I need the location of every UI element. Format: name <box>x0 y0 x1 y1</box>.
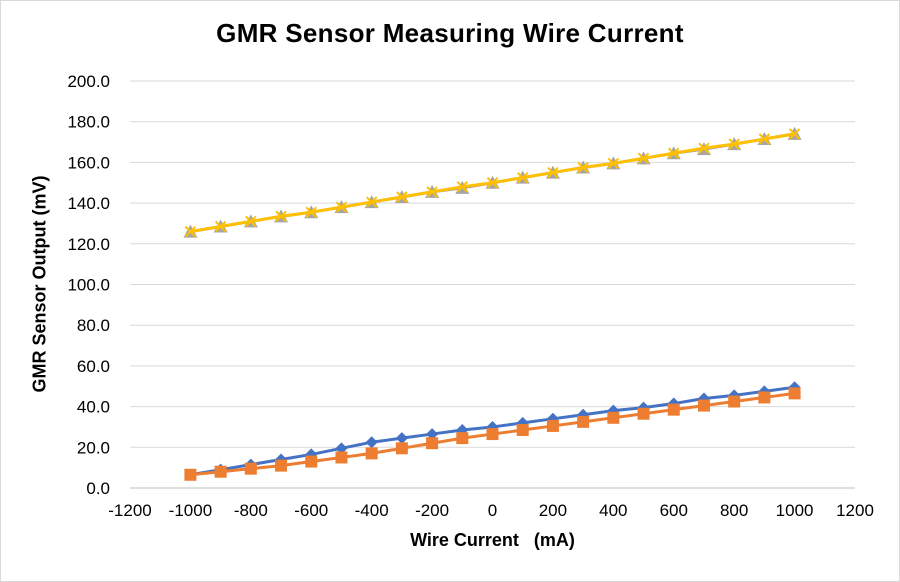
x-tick-label: -800 <box>234 501 268 520</box>
data-point <box>637 152 650 165</box>
y-tick-label: 200.0 <box>67 72 110 91</box>
data-point <box>335 451 348 464</box>
x-tick-label: 200 <box>539 501 567 520</box>
data-point <box>607 411 620 424</box>
x-tick-label: 600 <box>660 501 688 520</box>
x-tick-label: -200 <box>415 501 449 520</box>
x-tick-label: -400 <box>355 501 389 520</box>
data-point <box>426 186 438 198</box>
y-tick-label: 160.0 <box>67 153 110 172</box>
y-tick-label: 140.0 <box>67 194 110 213</box>
x-tick-label: -600 <box>294 501 328 520</box>
data-point <box>668 147 680 159</box>
data-point <box>456 181 468 193</box>
y-tick-label: 40.0 <box>77 398 110 417</box>
y-tick-label: 100.0 <box>67 276 110 295</box>
x-tick-label: 400 <box>599 501 627 520</box>
y-tick-label: 0.0 <box>86 479 110 498</box>
x-tick-label: 1200 <box>836 501 874 520</box>
data-point <box>456 432 469 445</box>
data-point <box>607 157 620 170</box>
data-point <box>728 395 741 408</box>
y-tick-label: 80.0 <box>77 316 110 335</box>
series-2 <box>184 387 801 481</box>
y-tick-label: 180.0 <box>67 113 110 132</box>
data-point <box>667 403 680 416</box>
data-point <box>214 465 227 478</box>
x-tick-label: -1000 <box>169 501 212 520</box>
data-point <box>758 391 771 404</box>
data-point <box>305 455 318 468</box>
x-tick-label: 800 <box>720 501 748 520</box>
data-point <box>275 210 287 223</box>
data-point <box>577 415 590 428</box>
data-point <box>698 142 710 154</box>
data-point <box>365 196 378 208</box>
x-tick-label: -1200 <box>108 501 151 520</box>
series-4 <box>184 128 801 238</box>
data-point <box>486 428 499 441</box>
data-point <box>697 399 710 412</box>
data-point <box>577 161 589 174</box>
data-point <box>395 432 408 445</box>
data-point <box>728 138 740 150</box>
data-point <box>365 447 378 460</box>
data-point <box>184 468 197 481</box>
x-axis-label: Wire Current (mA) <box>410 530 575 550</box>
chart-title: GMR Sensor Measuring Wire Current <box>216 18 684 48</box>
data-point <box>365 436 378 449</box>
tick-labels: 0.0 20.0 40.0 60.0 80.0 100.0 120.0 140.0 160.0 1… <box>67 72 873 520</box>
data-point <box>547 166 559 179</box>
data-point <box>184 225 197 238</box>
data-point <box>335 201 348 213</box>
data-point <box>305 206 317 218</box>
data-point <box>788 128 801 140</box>
data-point <box>758 133 771 145</box>
data-point <box>486 177 499 189</box>
y-tick-label: 60.0 <box>77 357 110 376</box>
data-point <box>396 191 408 203</box>
data-point <box>426 428 439 441</box>
data-point <box>788 387 801 400</box>
series-group <box>183 126 802 481</box>
data-point <box>395 442 408 455</box>
x-tick-label: 0 <box>488 501 497 520</box>
data-point <box>546 419 559 432</box>
data-point <box>335 442 348 455</box>
x-tick-label: 1000 <box>776 501 814 520</box>
data-point <box>517 171 529 184</box>
y-tick-label: 20.0 <box>77 438 110 457</box>
data-point <box>245 215 257 228</box>
data-point <box>516 424 529 437</box>
data-point <box>275 459 288 472</box>
data-point <box>426 437 439 450</box>
data-point <box>214 220 227 233</box>
data-point <box>637 407 650 420</box>
y-tick-label: 120.0 <box>67 235 110 254</box>
data-point <box>244 462 257 475</box>
